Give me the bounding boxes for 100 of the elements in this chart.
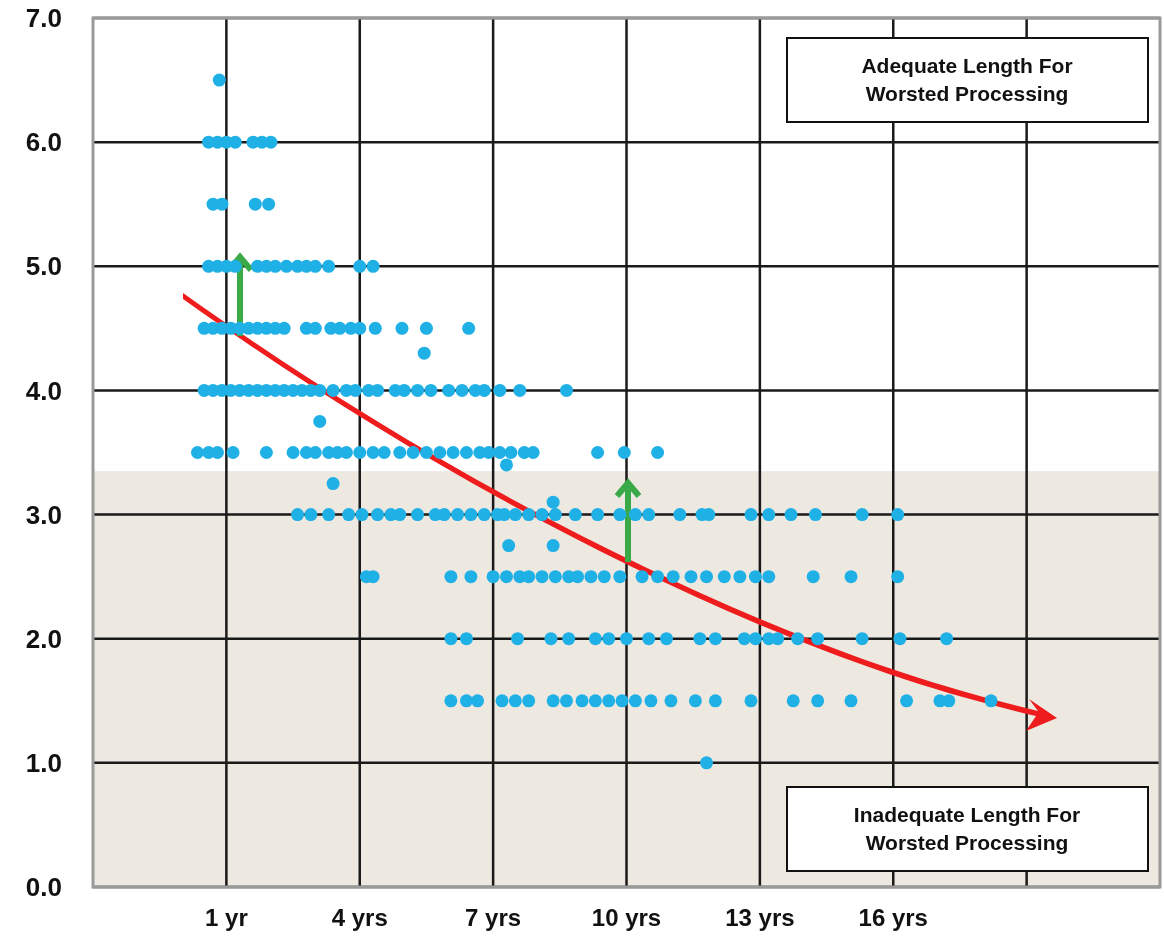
point: [693, 632, 707, 646]
point: [462, 321, 476, 335]
point: [190, 446, 204, 459]
point: [717, 570, 731, 584]
point: [366, 446, 380, 459]
point: [644, 694, 658, 708]
annotation: Adequate Length For Worsted Processing: [861, 54, 1073, 106]
point: [559, 694, 573, 708]
point: [499, 570, 513, 584]
point: [660, 632, 674, 646]
point: [628, 508, 642, 522]
y-tick-label: 3.0: [25, 499, 62, 530]
x-tick-label: 13 yrs: [725, 904, 795, 932]
point: [355, 508, 369, 522]
point: [811, 694, 825, 708]
point: [464, 508, 478, 522]
point: [700, 570, 714, 584]
point: [504, 446, 518, 459]
point: [513, 383, 527, 397]
point: [546, 539, 560, 553]
point: [613, 570, 627, 584]
point: [635, 570, 649, 584]
point: [326, 477, 340, 491]
point: [546, 495, 560, 509]
point: [811, 632, 825, 646]
point: [437, 508, 451, 522]
point: [502, 539, 516, 553]
point: [748, 632, 762, 646]
point: [471, 694, 485, 708]
point: [304, 508, 318, 522]
point: [459, 446, 473, 459]
point: [393, 508, 407, 522]
point: [708, 694, 722, 708]
point: [942, 694, 956, 708]
point: [511, 632, 525, 646]
point: [417, 346, 431, 360]
point: [451, 508, 465, 522]
point: [700, 756, 714, 770]
point: [442, 383, 456, 397]
point: [228, 259, 242, 273]
point: [602, 694, 616, 708]
point: [762, 570, 776, 584]
point: [548, 570, 562, 584]
point: [477, 383, 491, 397]
point: [459, 694, 473, 708]
point: [588, 632, 602, 646]
point: [353, 259, 367, 273]
point: [748, 570, 762, 584]
point: [397, 383, 411, 397]
point: [602, 632, 616, 646]
x-tick-label: 10 yrs: [591, 904, 662, 932]
x-tick-label: 1 yr: [205, 904, 248, 932]
point: [348, 383, 362, 397]
point: [308, 321, 322, 335]
point: [212, 73, 226, 87]
point: [651, 446, 665, 459]
point: [786, 694, 800, 708]
point: [744, 694, 758, 708]
point: [522, 508, 536, 522]
point: [571, 570, 585, 584]
point: [617, 446, 631, 459]
point: [771, 632, 785, 646]
point: [368, 321, 382, 335]
point: [455, 383, 469, 397]
point: [708, 632, 722, 646]
point: [844, 570, 858, 584]
point: [855, 508, 869, 522]
point: [615, 694, 629, 708]
point: [544, 632, 558, 646]
point: [642, 632, 656, 646]
point: [642, 508, 656, 522]
point: [744, 508, 758, 522]
point: [268, 259, 282, 273]
point: [226, 446, 240, 459]
point: [482, 446, 496, 459]
point: [371, 508, 385, 522]
point: [522, 570, 536, 584]
point: [419, 446, 433, 459]
point: [433, 446, 447, 459]
point: [264, 135, 278, 149]
point: [791, 632, 805, 646]
point: [684, 570, 698, 584]
point: [228, 135, 242, 149]
point: [459, 632, 473, 646]
y-tick-label: 0.0: [25, 872, 62, 903]
point: [891, 570, 905, 584]
point: [215, 197, 229, 211]
y-tick-label: 2.0: [25, 623, 62, 654]
point: [291, 508, 305, 522]
point: [940, 632, 954, 646]
point: [575, 694, 589, 708]
point: [444, 632, 458, 646]
x-tick-label: 4 yrs: [331, 904, 388, 932]
point: [806, 570, 820, 584]
point: [495, 694, 509, 708]
point: [353, 321, 367, 335]
point: [673, 508, 687, 522]
point: [666, 570, 680, 584]
point: [522, 694, 536, 708]
point: [855, 632, 869, 646]
